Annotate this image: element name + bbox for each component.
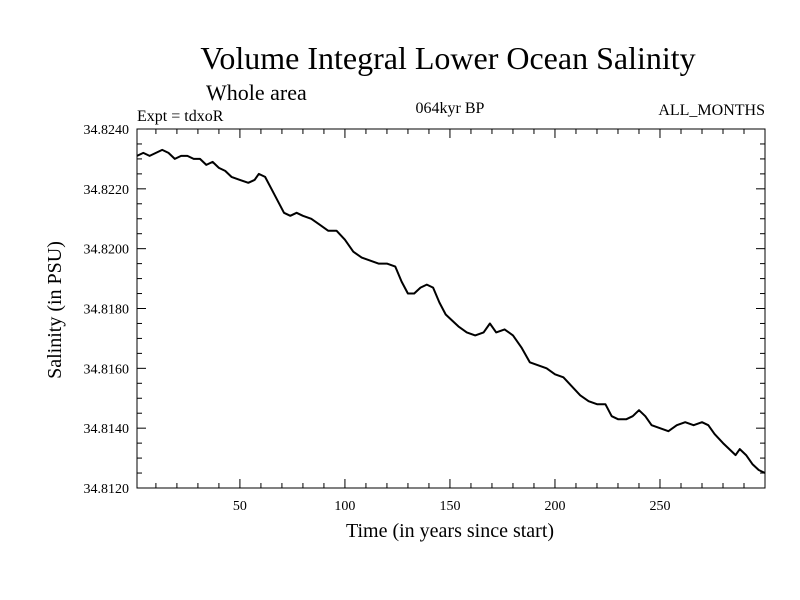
y-tick-label: 34.8220	[84, 183, 130, 198]
months-label: ALL_MONTHS	[658, 102, 765, 119]
salinity-series-line	[136, 148, 766, 474]
axis-tick-labels: 50 100 150 200 250 34.8120 34.8140 34.8160 34.81…	[84, 123, 671, 514]
x-tick-label: 100	[334, 499, 355, 514]
axis-ticks	[137, 129, 765, 488]
x-tick-label: 150	[439, 499, 460, 514]
y-axis-label: Salinity (in PSU)	[44, 241, 66, 379]
experiment-label: Expt = tdxoR	[137, 108, 224, 125]
y-tick-label: 34.8200	[84, 243, 130, 258]
x-axis-label: Time (in years since start)	[346, 520, 554, 542]
y-tick-label: 34.8160	[84, 362, 130, 377]
period-label: 064kyr BP	[416, 100, 485, 117]
x-tick-label: 50	[233, 499, 247, 514]
y-tick-label: 34.8140	[84, 422, 130, 437]
x-tick-label: 200	[544, 499, 565, 514]
plot-frame	[136, 128, 766, 489]
y-tick-label: 34.8180	[84, 303, 130, 318]
y-tick-label: 34.8240	[84, 123, 130, 138]
chart-title: Volume Integral Lower Ocean Salinity	[200, 40, 695, 76]
x-tick-label: 250	[649, 499, 670, 514]
y-tick-label: 34.8120	[84, 482, 130, 497]
chart-subtitle: Whole area	[206, 80, 307, 105]
